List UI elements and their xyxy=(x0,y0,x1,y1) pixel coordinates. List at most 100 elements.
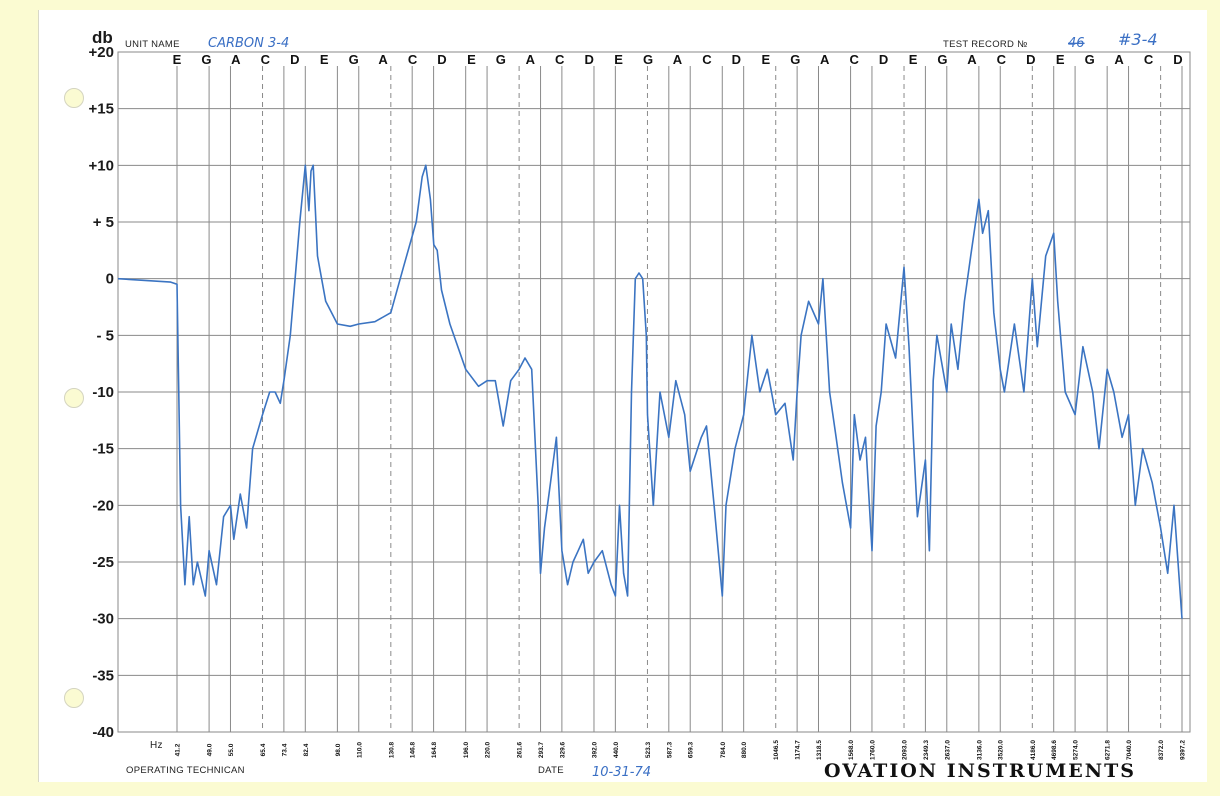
binder-hole xyxy=(64,88,84,108)
note-label: E xyxy=(173,52,182,67)
x-tick-label: 1046.5 xyxy=(773,740,780,760)
brand-logo-text: OVATION INSTRUMENTS xyxy=(824,760,1136,782)
y-tick-label: -25 xyxy=(92,554,114,571)
x-tick-label: 98.0 xyxy=(335,743,342,756)
y-tick-label: +15 xyxy=(89,101,114,118)
x-tick-label: 2637.0 xyxy=(944,740,951,760)
note-label: C xyxy=(261,52,271,67)
y-tick-label: +20 xyxy=(89,44,114,61)
x-tick-label: 49.0 xyxy=(207,743,214,756)
note-label: A xyxy=(526,52,536,67)
x-tick-label: 880.0 xyxy=(741,741,748,758)
note-label: E xyxy=(614,52,623,67)
x-tick-label: 293.7 xyxy=(538,741,545,758)
x-tick-label: 587.3 xyxy=(666,741,673,758)
y-tick-label: -15 xyxy=(92,441,114,458)
unit-name-value: CARBON 3-4 xyxy=(208,36,289,51)
y-tick-label: -35 xyxy=(92,667,114,684)
y-tick-label: + 5 xyxy=(93,214,114,231)
date-label: DATE xyxy=(538,765,564,776)
note-label: D xyxy=(1173,52,1182,67)
note-label: C xyxy=(555,52,565,67)
x-tick-label: 1318.5 xyxy=(816,740,823,760)
x-tick-label: 130.8 xyxy=(388,741,395,758)
x-tick-label: 110.0 xyxy=(356,742,363,758)
x-tick-label: 2349.3 xyxy=(923,740,930,760)
y-axis-labels: +20 +15 +10 + 5 0 - 5 -10 -15 -20 -25 -30 -35 -40 xyxy=(89,44,114,741)
note-label: C xyxy=(1144,52,1154,67)
x-tick-label: 196.0 xyxy=(463,741,470,758)
note-label: A xyxy=(967,52,977,67)
x-tick-label: 146.8 xyxy=(410,741,417,758)
x-tick-label: 164.8 xyxy=(431,741,438,758)
x-tick-label: 1568.0 xyxy=(848,740,855,760)
test-record-label: TEST RECORD № xyxy=(943,39,1028,50)
x-tick-label: 1174.7 xyxy=(795,740,802,760)
x-tick-label: 5274.0 xyxy=(1073,740,1080,760)
y-tick-label: -20 xyxy=(92,497,114,514)
note-label: C xyxy=(408,52,418,67)
x-tick-label: 392.0 xyxy=(591,741,598,758)
note-label: G xyxy=(496,52,506,67)
x-tick-label: 3136.0 xyxy=(976,740,983,760)
note-label: G xyxy=(790,52,800,67)
x-tick-label: 1760.0 xyxy=(869,740,876,760)
grid xyxy=(117,51,1191,733)
note-label: D xyxy=(437,52,446,67)
note-label: D xyxy=(879,52,888,67)
note-label: E xyxy=(1056,52,1065,67)
binder-hole xyxy=(64,688,84,708)
note-label: A xyxy=(820,52,830,67)
x-tick-label: 41.2 xyxy=(175,743,182,756)
x-tick-label: 329.6 xyxy=(559,741,566,758)
trace-layer xyxy=(117,164,1183,619)
note-label: D xyxy=(290,52,299,67)
x-tick-label: 65.4 xyxy=(260,743,267,756)
x-tick-label: 440.0 xyxy=(613,741,620,758)
note-label: C xyxy=(997,52,1007,67)
x-tick-label: 784.0 xyxy=(720,741,727,758)
x-tick-label: 523.3 xyxy=(645,741,652,758)
note-label: E xyxy=(761,52,770,67)
x-tick-label: 2093.0 xyxy=(902,740,909,760)
y-tick-label: -10 xyxy=(92,384,114,401)
note-label: A xyxy=(378,52,388,67)
x-tick-label: 82.4 xyxy=(303,743,310,756)
note-label: G xyxy=(1085,52,1095,67)
note-label: G xyxy=(643,52,653,67)
x-tick-label: 659.3 xyxy=(688,741,695,758)
x-tick-label: 261.6 xyxy=(517,741,524,758)
note-label: A xyxy=(673,52,683,67)
unit-name-label: UNIT NAME xyxy=(125,39,180,50)
note-label: C xyxy=(849,52,859,67)
note-label: E xyxy=(909,52,918,67)
x-tick-label: 8372.0 xyxy=(1158,740,1165,760)
test-record-value: #3-4 xyxy=(1118,30,1158,49)
note-label: D xyxy=(1026,52,1035,67)
y-tick-label: -40 xyxy=(92,724,114,741)
x-axis-title: Hz xyxy=(150,740,163,751)
note-label: C xyxy=(702,52,712,67)
test-record-struck: 46 xyxy=(1068,36,1085,51)
chart-sheet xyxy=(38,10,1207,782)
note-label: D xyxy=(732,52,741,67)
date-value: 10-31-74 xyxy=(592,765,651,780)
y-tick-label: - 5 xyxy=(96,327,114,344)
binder-hole xyxy=(64,388,84,408)
x-tick-label: 6271.8 xyxy=(1105,740,1112,760)
note-label: E xyxy=(467,52,476,67)
response-trace xyxy=(117,164,1183,619)
note-label: E xyxy=(320,52,329,67)
x-tick-label: 73.4 xyxy=(281,743,288,756)
note-label: G xyxy=(201,52,211,67)
x-tick-label: 9397.2 xyxy=(1180,740,1187,760)
x-tick-label: 4698.6 xyxy=(1051,740,1058,760)
note-label: A xyxy=(1114,52,1124,67)
x-tick-label: 3520.0 xyxy=(998,740,1005,760)
technician-label: OPERATING TECHNICAN xyxy=(126,765,245,776)
note-label: D xyxy=(584,52,593,67)
db-label: db xyxy=(92,28,113,47)
x-axis-labels: 41.2 49.0 55.0 65.4 73.4 82.4 98.0 110.0 130.8 14… xyxy=(175,740,1187,760)
